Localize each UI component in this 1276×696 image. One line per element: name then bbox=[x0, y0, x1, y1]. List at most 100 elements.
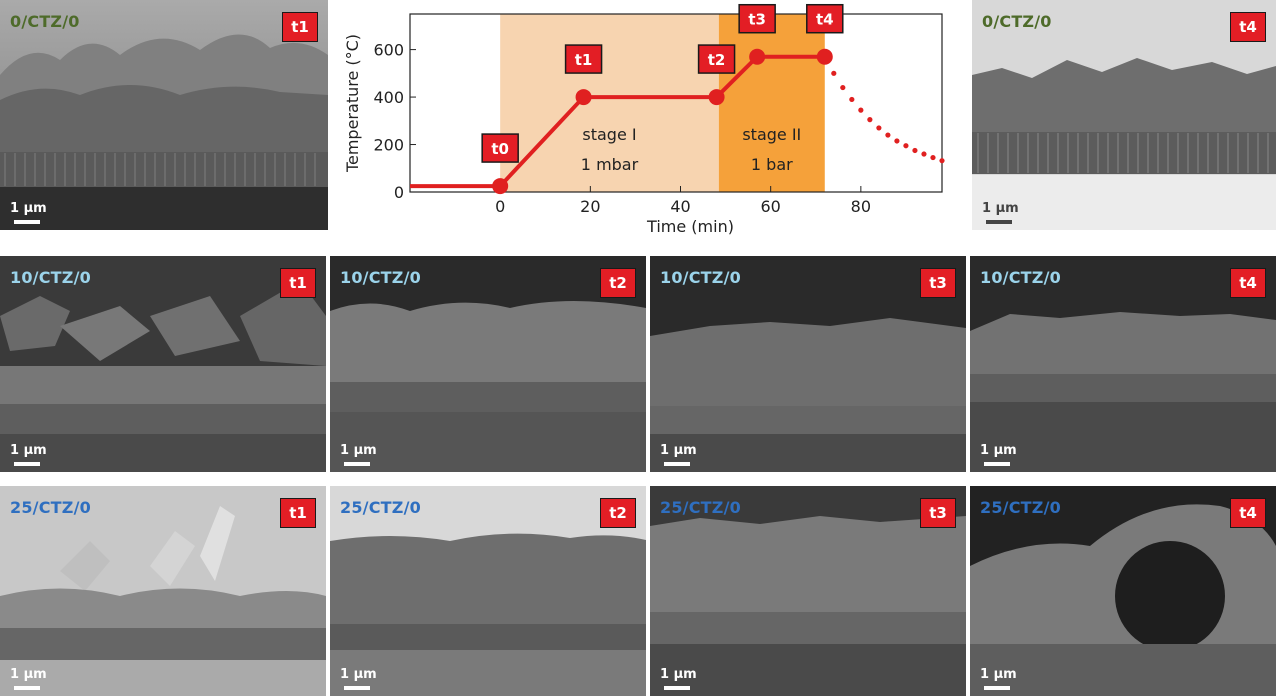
sem-image bbox=[970, 486, 1276, 696]
x-axis-label: Time (min) bbox=[646, 217, 734, 236]
sample-label: 10/CTZ/0 bbox=[10, 268, 91, 287]
scale-bar bbox=[664, 686, 690, 690]
scale-bar bbox=[14, 462, 40, 466]
sem-panel-10ctz-t3: 10/CTZ/0 t3 1 µm bbox=[650, 256, 966, 472]
stage-region bbox=[500, 14, 719, 192]
scale-bar bbox=[344, 686, 370, 690]
marker-label-t4: t4 bbox=[816, 11, 834, 29]
sample-label: 10/CTZ/0 bbox=[340, 268, 421, 287]
sem-image bbox=[0, 486, 326, 696]
sem-panel-10ctz-t4: 10/CTZ/0 t4 1 µm bbox=[970, 256, 1276, 472]
marker-label-t2: t2 bbox=[708, 51, 726, 69]
scale-bar-label: 1 µm bbox=[660, 443, 697, 458]
plot-frame bbox=[409, 13, 943, 193]
sem-image bbox=[330, 486, 646, 696]
time-badge: t2 bbox=[600, 268, 636, 298]
stage-label: stage II bbox=[742, 125, 801, 144]
marker-badge-t2 bbox=[697, 44, 736, 74]
time-badge: t4 bbox=[1230, 498, 1266, 528]
sample-label: 10/CTZ/0 bbox=[980, 268, 1061, 287]
sem-panel-25ctz-t2: 25/CTZ/0 t2 1 µm bbox=[330, 486, 646, 696]
cooling-point bbox=[885, 132, 891, 138]
sample-label: 25/CTZ/0 bbox=[660, 498, 741, 517]
sem-panel-25ctz-t1: 25/CTZ/0 t1 1 µm bbox=[0, 486, 326, 696]
time-badge: t3 bbox=[920, 268, 956, 298]
marker-t4 bbox=[816, 48, 833, 65]
marker-label-t0: t0 bbox=[491, 140, 509, 158]
sem-panel-0ctz-t1: 0/CTZ/0 t1 1 µm bbox=[0, 0, 328, 230]
time-badge: t1 bbox=[280, 268, 316, 298]
cooling-point bbox=[921, 151, 927, 157]
marker-t0 bbox=[492, 178, 509, 195]
time-badge: t3 bbox=[920, 498, 956, 528]
time-badge: t1 bbox=[280, 498, 316, 528]
scale-bar-label: 1 µm bbox=[340, 667, 377, 682]
y-tick-label: 0 bbox=[394, 183, 404, 202]
sem-panel-10ctz-t2: 10/CTZ/0 t2 1 µm bbox=[330, 256, 646, 472]
sample-label: 0/CTZ/0 bbox=[982, 12, 1052, 31]
marker-badge-t3 bbox=[738, 3, 776, 34]
cooling-point bbox=[831, 70, 837, 76]
scale-bar bbox=[14, 686, 40, 690]
marker-label-t3: t3 bbox=[748, 11, 766, 29]
marker-badge-t4 bbox=[806, 3, 844, 34]
marker-t3 bbox=[749, 48, 766, 65]
time-badge: t1 bbox=[282, 12, 318, 42]
sem-image bbox=[970, 256, 1276, 472]
x-tick-label: 20 bbox=[580, 197, 600, 216]
scale-bar bbox=[14, 220, 40, 224]
sem-panel-10ctz-t1: 10/CTZ/0 t1 1 µm bbox=[0, 256, 326, 472]
time-badge: t4 bbox=[1230, 268, 1266, 298]
cooling-point bbox=[840, 84, 846, 91]
time-badge: t2 bbox=[600, 498, 636, 528]
cooling-point bbox=[876, 125, 882, 131]
y-axis-label: Temperature (°C) bbox=[343, 34, 362, 173]
scale-bar bbox=[984, 462, 1010, 466]
marker-t1 bbox=[575, 89, 592, 106]
scale-bar-label: 1 µm bbox=[660, 667, 697, 682]
cooling-point bbox=[903, 143, 909, 149]
scale-bar-label: 1 µm bbox=[982, 201, 1019, 216]
sem-panel-25ctz-t3: 25/CTZ/0 t3 1 µm bbox=[650, 486, 966, 696]
marker-t2 bbox=[708, 89, 725, 106]
scale-bar-label: 1 µm bbox=[10, 201, 47, 216]
cooling-point bbox=[867, 117, 873, 123]
sem-panel-25ctz-t4: 25/CTZ/0 t4 1 µm bbox=[970, 486, 1276, 696]
stage-region bbox=[718, 14, 825, 192]
sem-image bbox=[330, 256, 646, 472]
scale-bar bbox=[986, 220, 1012, 224]
marker-badge-t0 bbox=[481, 133, 519, 163]
sem-image bbox=[972, 0, 1276, 230]
chart-svg: stage I 1 mbar stage II 1 bar 0 20 40 60 80 0 200 4… bbox=[343, 3, 945, 236]
scale-bar-label: 1 µm bbox=[10, 443, 47, 458]
temperature-profile-chart: stage I 1 mbar stage II 1 bar 0 20 40 60 80 0 200 4… bbox=[336, 0, 964, 250]
sem-image bbox=[0, 0, 328, 230]
scale-bar-label: 1 µm bbox=[10, 667, 47, 682]
stage-condition: 1 bar bbox=[751, 155, 793, 174]
sample-label: 0/CTZ/0 bbox=[10, 12, 80, 31]
sample-label: 25/CTZ/0 bbox=[10, 498, 91, 517]
sem-image bbox=[650, 256, 966, 472]
time-badge: t4 bbox=[1230, 12, 1266, 42]
cooling-point bbox=[939, 158, 945, 164]
sample-label: 25/CTZ/0 bbox=[340, 498, 421, 517]
x-tick-label: 60 bbox=[760, 197, 780, 216]
x-tick-label: 40 bbox=[670, 197, 690, 216]
y-tick-label: 400 bbox=[373, 88, 404, 107]
cooling-point bbox=[858, 107, 864, 113]
cooling-point bbox=[849, 96, 855, 103]
scale-bar-label: 1 µm bbox=[340, 443, 377, 458]
marker-badge-t1 bbox=[564, 44, 603, 74]
sample-label: 25/CTZ/0 bbox=[980, 498, 1061, 517]
cooling-point bbox=[912, 147, 918, 154]
x-tick-label: 80 bbox=[851, 197, 871, 216]
temperature-line bbox=[410, 54, 825, 189]
sem-panel-0ctz-t4: 0/CTZ/0 t4 1 µm bbox=[972, 0, 1276, 230]
sample-label: 10/CTZ/0 bbox=[660, 268, 741, 287]
cooling-point bbox=[894, 138, 900, 144]
sem-image bbox=[0, 256, 326, 472]
sem-image bbox=[650, 486, 966, 696]
cooling-point bbox=[930, 154, 936, 161]
y-tick-label: 600 bbox=[373, 41, 404, 60]
scale-bar bbox=[664, 462, 690, 466]
